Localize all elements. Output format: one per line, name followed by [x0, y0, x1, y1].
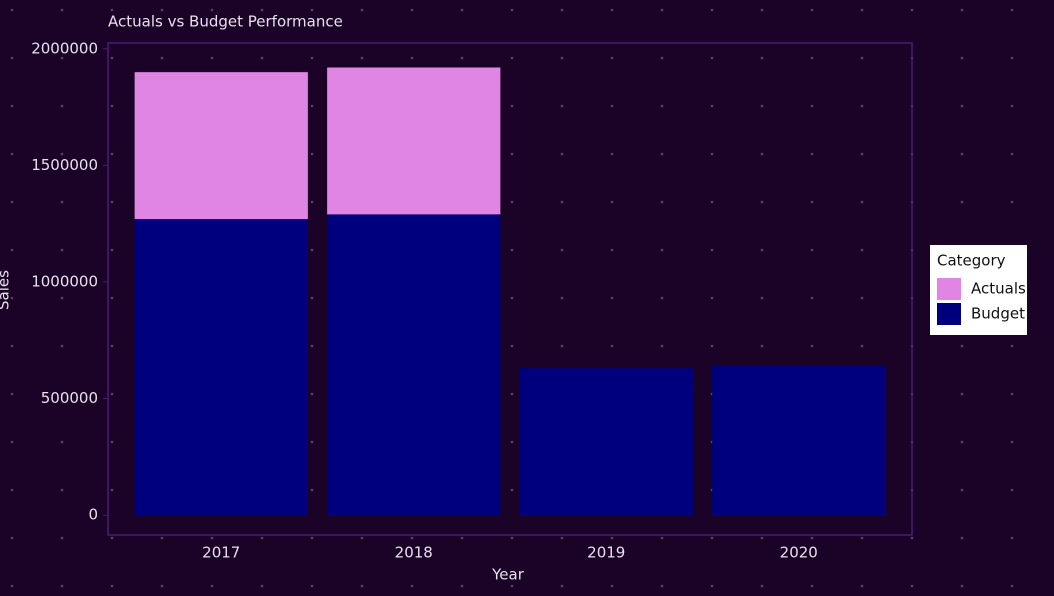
y-tick-label: 0 [88, 506, 98, 524]
legend: Category Actuals Budget [930, 245, 1027, 335]
x-tick-label: 2017 [202, 544, 240, 562]
y-tick-label: 500000 [41, 389, 98, 407]
y-tick-label: 2000000 [31, 39, 98, 57]
x-tick-label: 2018 [395, 544, 433, 562]
bar-segment [327, 214, 501, 516]
bar-segment [519, 368, 693, 516]
chart-title: Actuals vs Budget Performance [108, 13, 343, 31]
legend-swatch [937, 278, 961, 300]
plot-frame [107, 42, 913, 536]
legend-title: Category [937, 252, 1006, 270]
bar-segment [134, 219, 308, 516]
x-axis-label: Year [491, 566, 525, 584]
legend-swatch [937, 303, 961, 325]
legend-label: Actuals [971, 280, 1026, 298]
y-tick-label: 1500000 [31, 156, 98, 174]
bar-segment [134, 72, 308, 220]
x-tick-label: 2020 [780, 544, 818, 562]
legend-label: Budget [971, 305, 1025, 323]
y-axis-label: Sales [0, 270, 13, 310]
bar-segment [327, 67, 501, 215]
bar-segment [712, 365, 886, 516]
y-tick-label: 1000000 [31, 273, 98, 291]
x-tick-label: 2019 [587, 544, 625, 562]
